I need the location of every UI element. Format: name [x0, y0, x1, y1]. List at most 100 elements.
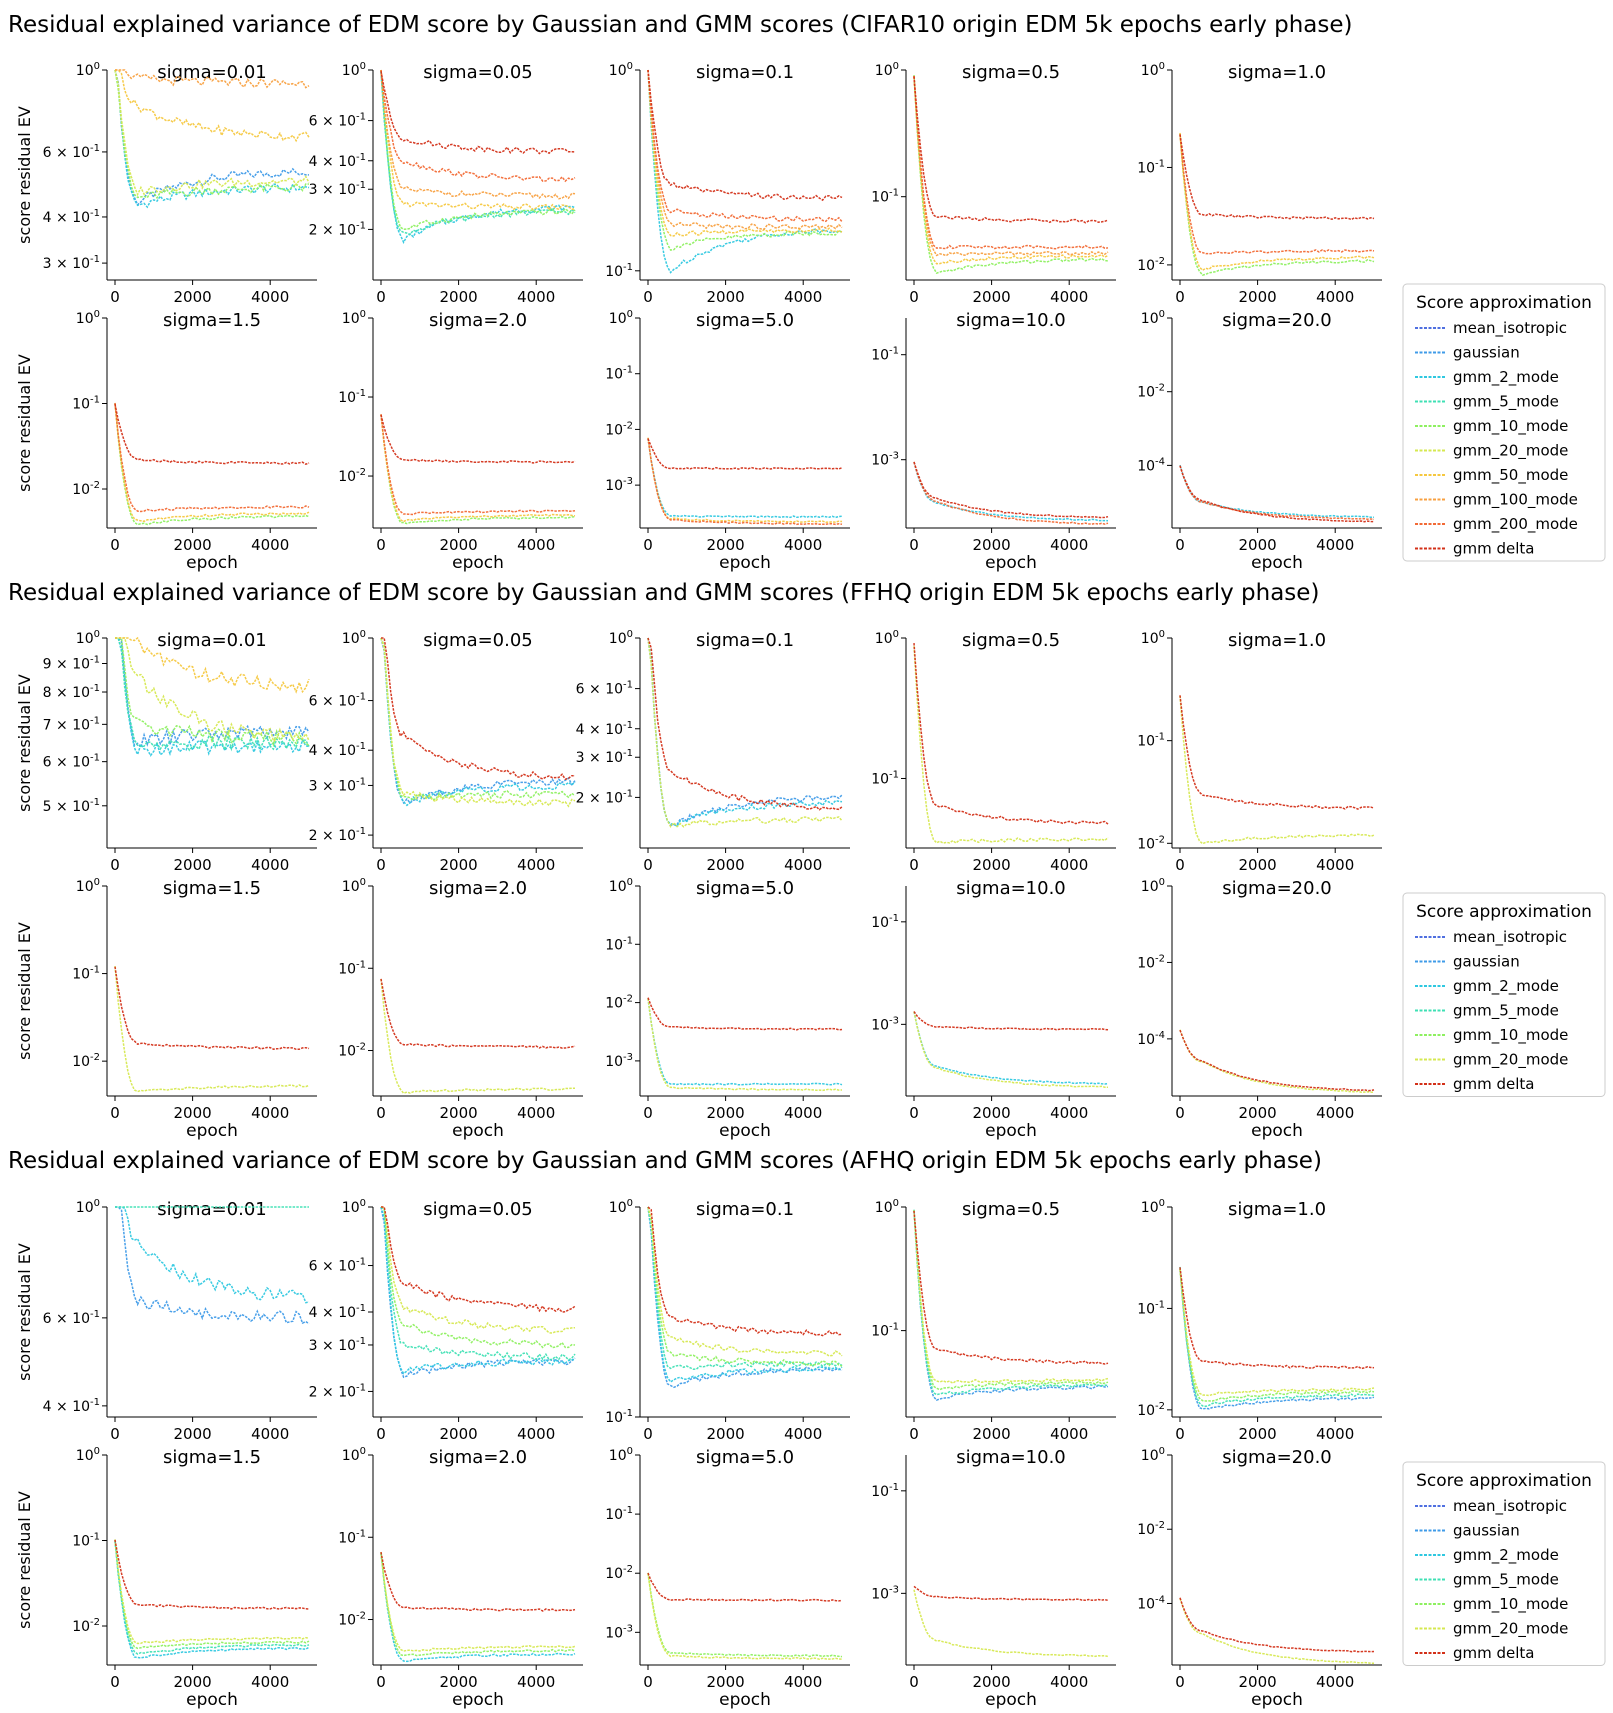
- x-tick-label: 2000: [174, 1673, 212, 1691]
- x-tick-label: 0: [376, 536, 386, 554]
- panel-sigma=0.01: 100 6 × 10-1 4 × 10-1 0 2000 4000 sigma=0.01 sc…: [15, 1198, 317, 1443]
- x-tick-label: 2000: [1239, 1104, 1277, 1122]
- y-tick-label: 100: [76, 309, 100, 327]
- y-tick-label: 10-1: [605, 1505, 633, 1523]
- panel-sigma=1.0: 100 10-1 10-2 0 2000 4000 sigma=1.0: [1137, 1198, 1382, 1443]
- y-tick-label: 4 × 10-1: [309, 741, 366, 759]
- y-tick-label: 100: [609, 61, 633, 79]
- chart-block-2: Residual explained variance of EDM score…: [8, 580, 1606, 1141]
- panel-sigma=0.5: 100 10-1 0 2000 4000 sigma=0.5: [871, 61, 1116, 306]
- legend-box: [1402, 892, 1606, 1097]
- series-line-gmm_20_mode: [114, 1539, 310, 1645]
- x-tick-label: 0: [376, 856, 386, 874]
- series-line-gmm delta: [913, 1210, 1109, 1365]
- y-tick-label: 10-2: [605, 1564, 633, 1582]
- y-tick-label: 10-2: [605, 420, 633, 438]
- y-tick-label: 10-2: [605, 994, 633, 1012]
- legend-label: gmm_200_mode: [1453, 515, 1578, 534]
- legend-box: [1402, 283, 1606, 562]
- series-line-gmm delta: [1179, 1597, 1375, 1653]
- y-tick-label: 10-2: [72, 480, 100, 498]
- x-tick-label: 0: [376, 1104, 386, 1122]
- y-axis-label: score residual EV: [15, 1491, 34, 1629]
- series-line-gmm_100_mode: [380, 69, 576, 200]
- y-tick-label: 2 × 10-1: [309, 220, 366, 238]
- x-axis-label: epoch: [985, 553, 1037, 573]
- series-line-gmm_20_mode: [380, 637, 576, 808]
- series-line-gmm_2_mode: [647, 69, 843, 274]
- series-line-gmm delta: [380, 71, 576, 155]
- series-line-gmm delta: [114, 403, 310, 466]
- x-tick-label: 0: [643, 288, 653, 306]
- panel-sigma=0.05: 100 6 × 10-1 4 × 10-1 3 × 10-1 2 × 10-1 0 2000…: [309, 61, 583, 306]
- series-line-gmm_20_mode: [913, 1011, 1108, 1088]
- panel-title: sigma=0.05: [423, 630, 533, 651]
- y-tick-label: 100: [1141, 1198, 1165, 1216]
- x-tick-label: 4000: [1050, 288, 1088, 306]
- x-axis-label: epoch: [452, 1690, 504, 1710]
- x-tick-label: 0: [376, 288, 386, 306]
- series-line-gmm delta: [1179, 1029, 1375, 1092]
- x-tick-label: 4000: [784, 1104, 822, 1122]
- x-tick-label: 2000: [174, 1104, 212, 1122]
- y-tick-label: 100: [609, 877, 633, 895]
- series-line-gaussian: [647, 1206, 843, 1389]
- x-tick-label: 4000: [251, 536, 289, 554]
- panel-title: sigma=5.0: [696, 878, 794, 899]
- x-tick-label: 0: [1175, 536, 1185, 554]
- y-tick-label: 4 × 10-1: [43, 208, 100, 226]
- legend-label: gmm_10_mode: [1453, 1595, 1568, 1614]
- series-line-gmm_20_mode: [647, 1206, 843, 1357]
- series-line-gmm_200_mode: [647, 69, 843, 223]
- y-tick-label: 100: [875, 1198, 899, 1216]
- panel-title: sigma=0.01: [157, 62, 267, 83]
- legend-label: gmm_50_mode: [1453, 466, 1568, 485]
- y-tick-label: 6 × 10-1: [43, 753, 100, 771]
- series-line-gmm_2_mode: [115, 637, 310, 757]
- series-line-gmm delta: [1179, 134, 1375, 221]
- panel-title: sigma=0.5: [962, 1199, 1060, 1220]
- legend-label: gmm_5_mode: [1453, 1002, 1559, 1021]
- y-tick-label: 10-1: [1137, 1299, 1165, 1317]
- series-line-gmm_50_mode: [114, 403, 310, 523]
- y-tick-label: 100: [342, 1446, 366, 1464]
- y-tick-label: 100: [609, 1446, 633, 1464]
- series-line-gmm delta: [647, 438, 843, 470]
- chart-title: Residual explained variance of EDM score…: [8, 580, 1319, 606]
- y-tick-label: 100: [1141, 61, 1165, 79]
- y-tick-label: 7 × 10-1: [43, 715, 100, 733]
- series-line-gmm_10_mode: [114, 403, 310, 526]
- series-line-gmm_10_mode: [1179, 1269, 1375, 1402]
- x-tick-label: 0: [1175, 856, 1185, 874]
- x-tick-label: 2000: [440, 1673, 478, 1691]
- panel-sigma=0.1: 100 10-1 0 2000 4000 sigma=0.1: [605, 1198, 850, 1443]
- panel-sigma=0.1: 100 6 × 10-1 4 × 10-1 3 × 10-1 2 × 10-1 0 2000…: [576, 629, 850, 874]
- panel-title: sigma=0.1: [696, 1199, 794, 1220]
- chart-title: Residual explained variance of EDM score…: [8, 1148, 1322, 1174]
- panel-sigma=0.01: 100 9 × 10-1 8 × 10-1 7 × 10-1 6 × 10-1 5 × 1…: [15, 629, 317, 874]
- x-tick-label: 4000: [251, 1425, 289, 1443]
- y-tick-label: 10-2: [72, 1617, 100, 1635]
- x-tick-label: 2000: [973, 1425, 1011, 1443]
- x-tick-label: 0: [110, 536, 120, 554]
- y-tick-label: 100: [342, 629, 366, 647]
- series-line-gmm delta: [913, 461, 1109, 519]
- x-tick-label: 0: [110, 1104, 120, 1122]
- y-tick-label: 10-3: [605, 1623, 633, 1641]
- series-line-gaussian: [380, 637, 576, 805]
- y-tick-label: 10-2: [1137, 1401, 1165, 1419]
- series-line-gmm delta: [647, 1206, 843, 1337]
- panel-sigma=0.01: 100 6 × 10-1 4 × 10-1 3 × 10-1 0 2000 4000 sigm…: [15, 61, 317, 306]
- series-line-gmm_20_mode: [114, 69, 310, 197]
- y-tick-label: 10-3: [605, 476, 633, 494]
- y-tick-label: 10-2: [72, 1052, 100, 1070]
- series-line-gmm delta: [913, 76, 1109, 224]
- y-tick-label: 3 × 10-1: [309, 1336, 366, 1354]
- legend-label: gmm delta: [1453, 1644, 1535, 1662]
- x-tick-label: 4000: [251, 856, 289, 874]
- series-line-gmm_200_mode: [1179, 134, 1375, 255]
- x-tick-label: 4000: [784, 1673, 822, 1691]
- series-line-gmm delta: [647, 69, 843, 202]
- series-line-gmm_50_mode: [647, 69, 843, 237]
- series-line-gmm delta: [380, 414, 576, 464]
